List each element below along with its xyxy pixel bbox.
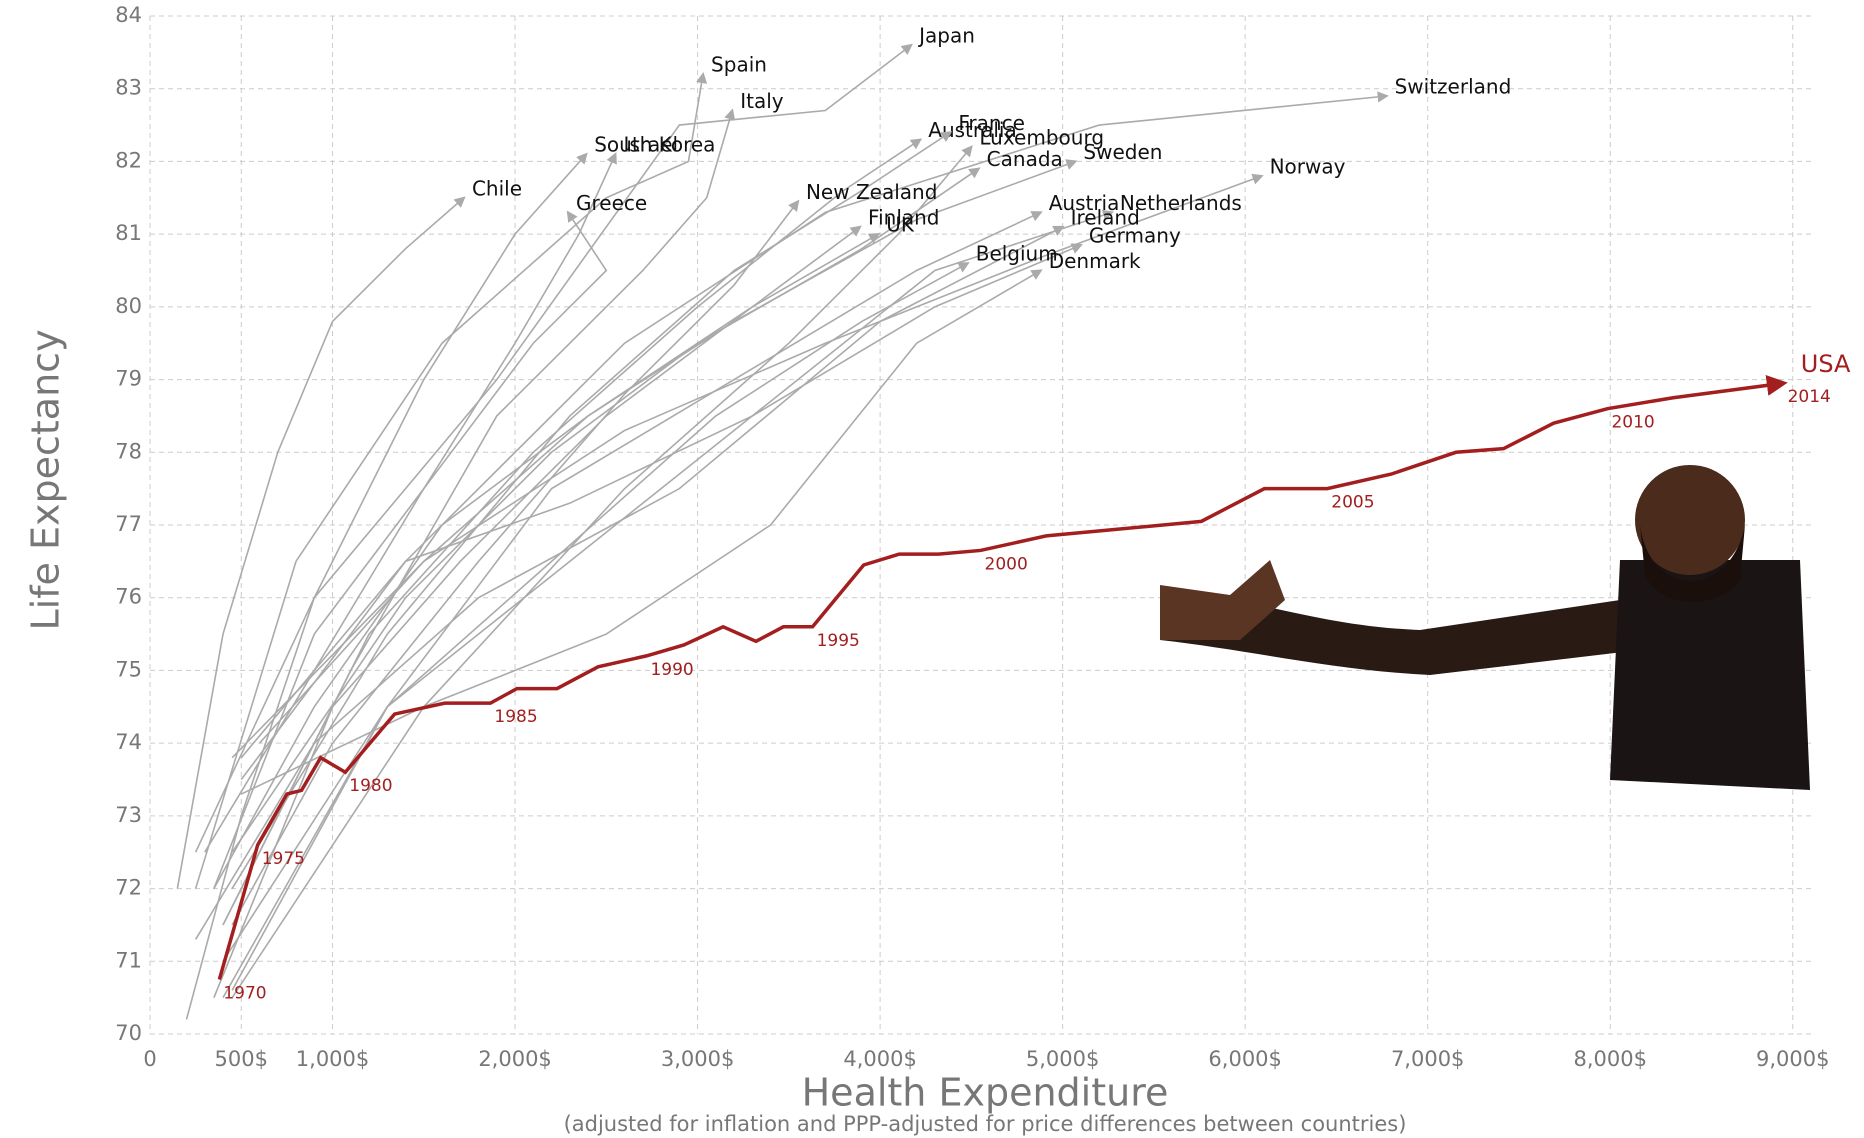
- series-line: [194, 71, 708, 889]
- series-label: Greece: [576, 191, 647, 215]
- year-label: 1985: [494, 707, 537, 727]
- series-line: [213, 233, 881, 889]
- series-label: Finland: [868, 205, 939, 229]
- x-tick-label: 8,000$: [1573, 1047, 1646, 1071]
- y-tick-label: 77: [115, 512, 142, 536]
- year-label: 2010: [1611, 413, 1654, 433]
- series-label: Israel: [623, 133, 678, 157]
- series-line: [231, 145, 973, 999]
- year-label: 2000: [985, 554, 1028, 574]
- y-tick-label: 83: [115, 76, 142, 100]
- series-line: [217, 374, 1788, 980]
- x-tick-label: 4,000$: [843, 1047, 916, 1071]
- player-image: [1160, 465, 1810, 790]
- series-line: [231, 199, 800, 926]
- series-line: [194, 43, 913, 853]
- y-tick-label: 71: [115, 948, 142, 972]
- y-tick-label: 72: [115, 876, 142, 900]
- x-tick-label: 3,000$: [661, 1047, 734, 1071]
- y-tick-label: 78: [115, 439, 142, 463]
- series-line: [222, 138, 923, 926]
- x-tick-label: 1,000$: [296, 1047, 369, 1071]
- year-label: 2005: [1331, 493, 1374, 513]
- series-label: Netherlands: [1120, 191, 1242, 215]
- series-label: Norway: [1270, 154, 1346, 178]
- series-label: Italy: [740, 89, 784, 113]
- y-tick-label: 70: [115, 1021, 142, 1045]
- series-label: UK: [886, 213, 915, 237]
- year-label: 2014: [1788, 387, 1831, 407]
- series-line: [240, 209, 1115, 759]
- series-line: [213, 152, 617, 889]
- y-tick-label: 73: [115, 803, 142, 827]
- series-label: Spain: [711, 53, 767, 77]
- series-label: Luxembourg: [979, 125, 1104, 149]
- series-label: Chile: [472, 176, 522, 200]
- series-label: France: [958, 111, 1025, 135]
- y-tick-label: 75: [115, 657, 142, 681]
- series-label: Belgium: [976, 242, 1058, 266]
- x-tick-label: 500$: [215, 1047, 268, 1071]
- y-tick-label: 79: [115, 367, 142, 391]
- series-line: [231, 131, 953, 889]
- series-label: Canada: [987, 147, 1063, 171]
- y-axis-title: Life Expectancy: [24, 329, 68, 630]
- year-label: 1980: [349, 776, 392, 796]
- series-line: [231, 243, 1083, 991]
- series-line: [222, 262, 970, 962]
- series-line: [185, 152, 588, 1020]
- y-tick-label: 76: [115, 585, 142, 609]
- series-label: New Zealand: [806, 180, 937, 204]
- x-tick-label: 5,000$: [1026, 1047, 1099, 1071]
- y-tick-label: 82: [115, 148, 142, 172]
- year-label: 1990: [650, 660, 693, 680]
- x-tick-label: 6,000$: [1208, 1047, 1281, 1071]
- series-line: [231, 173, 1264, 759]
- series-label: Sweden: [1083, 140, 1162, 164]
- series-line: [204, 210, 608, 853]
- series-line: [194, 225, 1065, 940]
- y-tick-label: 74: [115, 730, 142, 754]
- x-tick-label: 0: [143, 1047, 156, 1071]
- series-line: [176, 196, 466, 889]
- y-tick-label: 80: [115, 294, 142, 318]
- series-line: [213, 225, 862, 998]
- series-label: Switzerland: [1395, 74, 1512, 98]
- x-axis-title: Health Expenditure: [802, 1071, 1169, 1115]
- year-label: 1970: [223, 983, 266, 1003]
- x-tick-label: 9,000$: [1756, 1047, 1829, 1071]
- y-tick-label: 81: [115, 221, 142, 245]
- series-line: [231, 167, 981, 853]
- series-label: Denmark: [1049, 249, 1141, 273]
- x-tick-label: 7,000$: [1391, 1047, 1464, 1071]
- y-tick-label: 84: [115, 3, 142, 27]
- series-line: [240, 269, 1043, 795]
- year-label: 1995: [817, 631, 860, 651]
- series-label: Japan: [917, 24, 975, 48]
- year-label: 1975: [262, 849, 305, 869]
- series-label: USA: [1801, 350, 1851, 378]
- series-label: Ireland: [1071, 205, 1140, 229]
- x-tick-label: 2,000$: [478, 1047, 551, 1071]
- series-line: [222, 211, 1043, 999]
- series-line: [258, 159, 1078, 744]
- series-label: Germany: [1089, 224, 1181, 248]
- x-axis-subtitle: (adjusted for inflation and PPP-adjusted…: [564, 1112, 1407, 1136]
